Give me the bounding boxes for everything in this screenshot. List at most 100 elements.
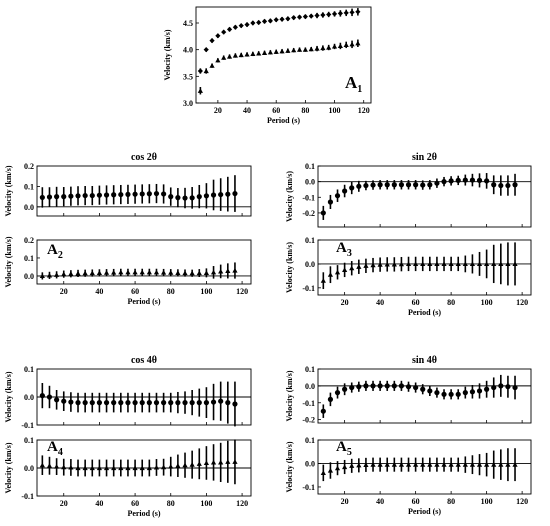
- data-point: [75, 465, 81, 471]
- data-point: [356, 264, 362, 269]
- panel-a2: 0.0 0.1 0.2 Velocity (km/s) cos 2θ A2: [4, 152, 252, 261]
- data-point: [356, 183, 362, 189]
- data-point: [434, 462, 440, 467]
- data-point: [427, 462, 433, 467]
- panel-tag-subscript: 4: [58, 447, 63, 458]
- data-point: [342, 386, 348, 392]
- y-tick-label: -0.1: [21, 492, 34, 501]
- x-tick-label: 20: [341, 497, 349, 506]
- data-point: [196, 270, 202, 276]
- data-point: [334, 465, 341, 471]
- data-point: [484, 261, 490, 266]
- data-point: [326, 44, 332, 50]
- x-tick-label: 100: [481, 298, 493, 307]
- data-point: [334, 193, 341, 199]
- data-point: [296, 14, 303, 20]
- data-point: [413, 384, 419, 391]
- series-circle: [320, 173, 518, 220]
- data-point: [168, 464, 174, 469]
- plot-frame: [36, 239, 252, 285]
- data-point: [103, 400, 110, 406]
- data-point: [46, 194, 53, 200]
- data-point: [505, 261, 511, 266]
- data-point: [39, 462, 45, 468]
- data-point: [210, 192, 217, 198]
- series-circle: [39, 381, 238, 427]
- data-point: [427, 182, 433, 188]
- x-tick-label: 80: [447, 497, 455, 506]
- data-point: [484, 462, 490, 467]
- y-tick-label: 0.2: [24, 236, 34, 245]
- y-tick-label: -0.1: [302, 284, 315, 293]
- data-point: [476, 261, 483, 266]
- x-tick-label: 120: [236, 287, 248, 296]
- data-point: [261, 18, 268, 24]
- panel-a3: -0.2 -0.1 0.0 0.1 Velocity (km/s) sin 2θ A3: [285, 152, 532, 259]
- data-point: [356, 462, 362, 468]
- data-point: [161, 400, 167, 406]
- data-point: [153, 269, 160, 275]
- data-point: [491, 182, 497, 188]
- data-point: [296, 47, 303, 52]
- data-point: [337, 43, 343, 49]
- data-point: [153, 464, 160, 470]
- data-point: [103, 270, 110, 275]
- data-point: [232, 24, 238, 30]
- data-point: [462, 177, 468, 183]
- data-point: [61, 271, 67, 277]
- data-point: [427, 261, 433, 266]
- data-point: [498, 383, 504, 389]
- data-point: [68, 464, 74, 470]
- data-point: [349, 41, 355, 47]
- data-point: [342, 267, 348, 272]
- data-point: [491, 384, 497, 391]
- x-tick-label: 60: [131, 287, 139, 296]
- data-point: [326, 11, 332, 18]
- data-point: [238, 52, 244, 58]
- data-point: [96, 465, 103, 471]
- data-point: [96, 400, 103, 406]
- panel-a2b: 0.0 0.1 0.2 20 40 60 80 100 120 Period (s) Velocit…: [4, 236, 252, 306]
- x-tick-label: 80: [167, 287, 175, 296]
- x-tick-label: 20: [214, 106, 222, 115]
- data-point: [210, 459, 217, 465]
- y-axis-title: Velocity (km/s): [4, 442, 13, 493]
- data-point: [146, 465, 152, 471]
- data-point: [363, 263, 369, 268]
- data-point: [182, 462, 188, 468]
- plot-frame: [195, 6, 372, 104]
- data-point: [168, 400, 174, 406]
- data-point: [441, 261, 447, 266]
- data-point: [355, 9, 361, 15]
- data-point: [469, 389, 476, 395]
- panel-title: sin 2θ: [412, 152, 437, 163]
- data-point: [146, 269, 152, 275]
- data-point: [146, 400, 152, 406]
- data-point: [89, 465, 95, 471]
- data-point: [273, 49, 279, 54]
- data-point: [462, 261, 468, 266]
- data-point: [210, 269, 217, 275]
- data-point: [189, 400, 195, 406]
- data-point: [182, 400, 188, 406]
- data-point: [153, 190, 160, 197]
- y-tick-label: -0.1: [302, 483, 315, 492]
- panel-a4b: -0.1 0.0 0.1 20 40 60 80 100 120 Period (s) Veloci…: [4, 436, 252, 518]
- data-point: [314, 46, 320, 51]
- x-tick-label: 120: [516, 298, 528, 307]
- data-point: [175, 195, 181, 201]
- data-point: [384, 462, 390, 467]
- data-point: [391, 261, 397, 267]
- data-point: [343, 10, 349, 16]
- data-point: [512, 462, 518, 467]
- series-triangle: [39, 262, 238, 280]
- data-point: [139, 465, 145, 471]
- data-point: [225, 191, 231, 197]
- data-point: [46, 394, 53, 400]
- y-tick-label: 4.5: [183, 19, 193, 28]
- x-tick-label: 120: [516, 497, 528, 506]
- x-tick-label: 60: [412, 497, 420, 506]
- data-point: [291, 15, 297, 21]
- data-point: [498, 261, 504, 266]
